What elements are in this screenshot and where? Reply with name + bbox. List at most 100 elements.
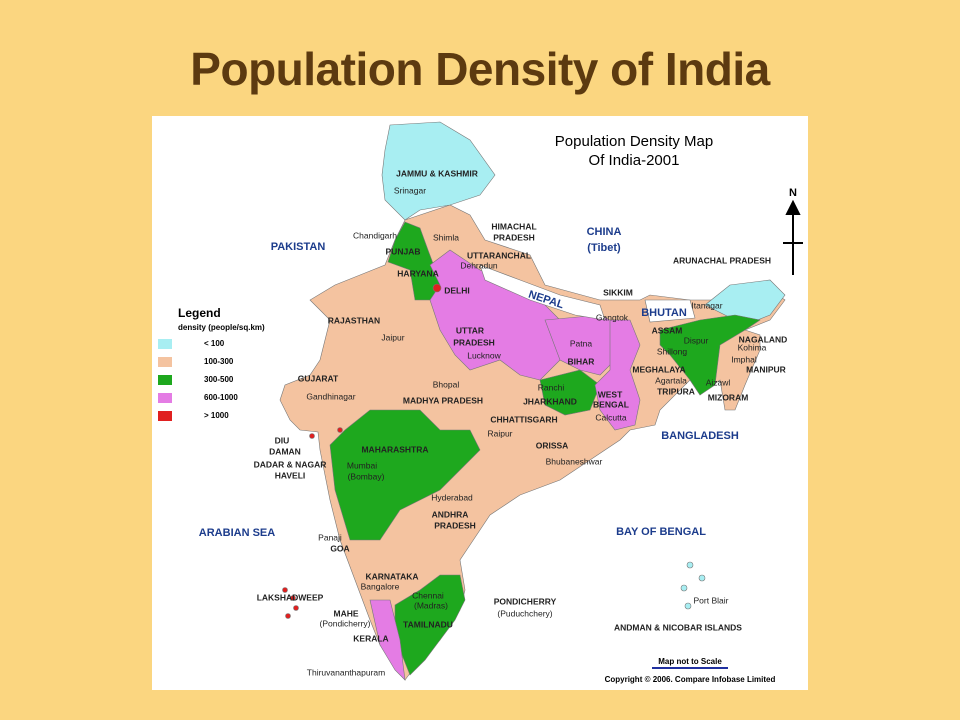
map-label: Chandigarh (353, 230, 397, 240)
map-label: Kohima (738, 342, 767, 352)
map-label: MADHYA PRADESH (403, 395, 483, 405)
map-label: MANIPUR (746, 364, 786, 374)
map-label: ARUNACHAL PRADESH (673, 255, 771, 265)
legend-label: 100-300 (204, 357, 234, 366)
legend-label: < 100 (204, 339, 225, 348)
map-label: ANDHRA (432, 509, 469, 519)
map-label: LAKSHADWEEP (257, 592, 324, 602)
legend-label: 600-1000 (204, 393, 238, 402)
map-label: (Tibet) (587, 242, 621, 254)
map-label: DADAR & NAGAR (254, 459, 327, 469)
map-label: Bhopal (433, 379, 460, 389)
region (432, 283, 442, 293)
legend-swatch (158, 357, 172, 367)
map-label: CHHATTISGARH (490, 414, 557, 424)
map-label: Aizawl (706, 377, 731, 387)
legend-label: > 1000 (204, 411, 229, 420)
map-label: GOA (330, 543, 349, 553)
map-label: MEGHALAYA (632, 364, 685, 374)
map-label: Srinagar (394, 185, 426, 195)
map-label: SIKKIM (603, 287, 633, 297)
map-label: Bhubaneshwar (546, 456, 603, 466)
map-label: Gandhinagar (306, 391, 355, 401)
map-label: PAKISTAN (271, 241, 326, 253)
map-label: BENGAL (593, 399, 629, 409)
map-label: WEST (598, 389, 623, 399)
map-label: ANDMAN & NICOBAR ISLANDS (614, 622, 742, 632)
map-label: (Pondicherry) (319, 618, 370, 628)
map-label: Raipur (487, 428, 512, 438)
map-label: HAVELI (275, 470, 306, 480)
map-label: Agartala (655, 375, 687, 385)
legend-title: Legend (178, 306, 221, 320)
compass (783, 199, 803, 275)
map-label: Dehradun (460, 260, 498, 270)
map-label: JAMMU & KASHMIR (396, 168, 478, 178)
map-label: RAJASTHAN (328, 315, 380, 325)
region (686, 561, 694, 569)
map-label: Imphal (731, 354, 757, 364)
map-label: Port Blair (694, 595, 729, 605)
map-label: TAMILNADU (403, 619, 453, 629)
map-label: Panaji (318, 532, 342, 542)
map-label: Patna (570, 338, 592, 348)
compass-label: N (789, 187, 797, 199)
bhutan (644, 299, 696, 323)
slide-title: Population Density of India (190, 43, 770, 95)
region (309, 433, 315, 439)
map-label: Shillong (657, 346, 688, 356)
map-label: (Madras) (414, 600, 448, 610)
legend-label: 300-500 (204, 375, 234, 384)
region (594, 319, 641, 431)
map-label: Jaipur (381, 332, 404, 342)
map-label: ASSAM (652, 325, 683, 335)
legend-swatch (158, 411, 172, 421)
map-label: JHARKHAND (523, 396, 577, 406)
region (659, 314, 761, 396)
region (329, 409, 481, 541)
map-label: PRADESH (493, 232, 535, 242)
region (282, 587, 288, 593)
map-label: BIHAR (568, 356, 595, 366)
map-label: NAGALAND (739, 334, 788, 344)
map-title: Of India-2001 (589, 152, 680, 169)
map-label: MIZORAM (708, 392, 749, 402)
map-label: PRADESH (453, 337, 495, 347)
nepal (479, 264, 606, 321)
scale-note: Map not to Scale (658, 657, 722, 666)
map-label: DIU (275, 435, 290, 445)
region (684, 602, 692, 610)
copyright: Copyright © 2006. Compare Infobase Limit… (605, 675, 776, 684)
map-label: DELHI (444, 285, 470, 295)
map-label: (Puduchchery) (497, 608, 552, 618)
map-label: Gangtok (596, 312, 629, 322)
map-label: Hyderabad (431, 492, 473, 502)
map-label: HIMACHAL (491, 221, 536, 231)
map-label: ARABIAN SEA (199, 527, 275, 539)
region (680, 584, 688, 592)
map-label: ORISSA (536, 440, 569, 450)
legend-swatch (158, 375, 172, 385)
map-label: Thiruvananthapuram (307, 667, 385, 677)
map-label: Bangalore (361, 581, 400, 591)
map-label: UTTAR (456, 325, 484, 335)
map-label: GUJARAT (298, 373, 339, 383)
map-label: BAY OF BENGAL (616, 526, 706, 538)
region (337, 427, 343, 433)
map-label: Dispur (684, 335, 709, 345)
map-label: Lucknow (467, 350, 501, 360)
map-label: HARYANA (397, 268, 438, 278)
region (381, 121, 496, 221)
map-label: Mumbai (347, 460, 377, 470)
region (293, 605, 299, 611)
map-label: Shimla (433, 232, 459, 242)
map-label: PONDICHERRY (494, 596, 557, 606)
map-label: KARNATAKA (365, 571, 418, 581)
legend-subtitle: density (people/sq.km) (178, 323, 265, 332)
map-label: Calcutta (595, 412, 626, 422)
map-label: Ranchi (538, 382, 565, 392)
region (290, 595, 296, 601)
map-label: MAHE (333, 608, 358, 618)
